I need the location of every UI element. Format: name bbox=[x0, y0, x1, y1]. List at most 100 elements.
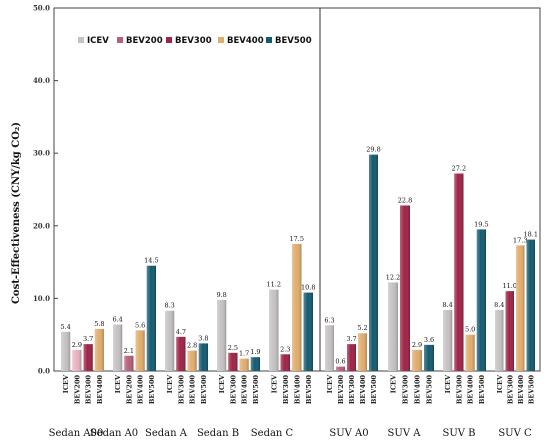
bar-shade bbox=[443, 310, 453, 371]
legend-label: ICEV bbox=[87, 36, 109, 46]
data-label: 5.4 bbox=[60, 323, 70, 331]
bar-shade bbox=[476, 229, 486, 371]
data-label: 3.8 bbox=[198, 334, 208, 342]
bar-group: 8.4 ICEV 27.2 BEV300 5.0 BEV400 19.5 BEV500 bbox=[442, 165, 488, 405]
data-label: 6.3 bbox=[324, 316, 334, 324]
data-label: 3.7 bbox=[83, 335, 93, 343]
bar-group: 6.4 ICEV 2.1 BEV200 5.6 BEV400 14.5 BEV500 bbox=[112, 257, 158, 404]
y-tick-label: 10.0 bbox=[33, 294, 50, 303]
legend-label: BEV200 bbox=[126, 36, 163, 46]
bar-shade bbox=[280, 354, 290, 371]
x-series-label: BEV300 bbox=[455, 375, 463, 405]
data-label: 3.6 bbox=[424, 336, 434, 344]
bar-shade bbox=[187, 350, 197, 371]
data-label: 2.3 bbox=[280, 345, 290, 353]
bar-group: 8.3 ICEV 4.7 BEV300 2.8 BEV400 3.8 BEV500 bbox=[164, 302, 208, 404]
bar-shade bbox=[228, 352, 238, 371]
data-label: 10.8 bbox=[301, 284, 315, 292]
data-label: 27.2 bbox=[452, 165, 466, 173]
x-series-label: ICEV bbox=[166, 374, 174, 393]
bar-group: 12.2 ICEV 22.8 BEV300 2.9 BEV400 3.6 BEV500 bbox=[386, 196, 434, 404]
data-label: 2.5 bbox=[228, 344, 238, 352]
bar-shade bbox=[61, 331, 71, 371]
bar-shade bbox=[94, 328, 104, 371]
data-label: 8.4 bbox=[442, 301, 452, 309]
legend-swatch bbox=[78, 37, 84, 43]
legend-item: BEV400 bbox=[218, 36, 264, 46]
x-series-label: BEV300 bbox=[402, 375, 410, 405]
x-category-label: Sedan B bbox=[197, 428, 239, 439]
plot-axes: 0.0 10.0 20.0 30.0 40.0 50.0 bbox=[33, 4, 541, 376]
x-series-label: BEV400 bbox=[189, 375, 197, 405]
x-series-label: BEV500 bbox=[426, 375, 434, 405]
legend-label: BEV500 bbox=[275, 36, 312, 46]
bar-shade bbox=[250, 357, 260, 371]
y-axis-label: Cost-Effectiveness (CNY/kg CO₂) bbox=[11, 122, 22, 304]
x-series-label: BEV200 bbox=[73, 375, 81, 405]
x-series-label: BEV300 bbox=[348, 375, 356, 405]
x-series-label: BEV500 bbox=[200, 375, 208, 405]
x-series-label: BEV300 bbox=[177, 375, 185, 405]
x-series-label: BEV300 bbox=[85, 375, 93, 405]
x-series-label: BEV400 bbox=[96, 375, 104, 405]
legend-swatch bbox=[266, 37, 272, 43]
x-category-label: Sedan A00 bbox=[49, 428, 104, 439]
x-series-label: BEV500 bbox=[252, 375, 260, 405]
x-category-label: Sedan A bbox=[145, 428, 188, 439]
data-label: 1.9 bbox=[250, 348, 260, 356]
legend-swatch bbox=[218, 37, 224, 43]
x-category-label: SUV A0 bbox=[329, 428, 368, 439]
data-label: 4.7 bbox=[176, 328, 186, 336]
data-label: 5.2 bbox=[357, 324, 367, 332]
x-series-label: BEV200 bbox=[125, 375, 133, 405]
data-label: 18.1 bbox=[524, 231, 538, 239]
bar-shade bbox=[72, 349, 82, 371]
x-series-label: BEV500 bbox=[148, 375, 156, 405]
bar-shade bbox=[412, 349, 422, 371]
legend-item: BEV300 bbox=[166, 36, 212, 46]
bar-group: 9.8 ICEV 2.5 BEV300 1.7 BEV400 1.9 BEV500 bbox=[216, 291, 260, 404]
y-tick-label: 0.0 bbox=[38, 367, 50, 376]
legend-label: BEV400 bbox=[227, 36, 264, 46]
y-tick-label: 30.0 bbox=[33, 149, 50, 158]
y-tick-label: 20.0 bbox=[33, 221, 50, 230]
y-tick-label: 50.0 bbox=[33, 4, 50, 13]
bar-shade bbox=[505, 291, 514, 371]
x-series-label: BEV400 bbox=[467, 375, 475, 405]
x-series-label: BEV400 bbox=[359, 375, 367, 405]
x-series-label: BEV300 bbox=[282, 375, 290, 405]
x-series-label: BEV500 bbox=[478, 375, 486, 405]
y-tick-label: 40.0 bbox=[33, 76, 50, 85]
x-series-label: BEV500 bbox=[305, 375, 313, 405]
data-label: 2.9 bbox=[72, 341, 82, 349]
data-label: 19.5 bbox=[474, 220, 488, 228]
data-label: 6.4 bbox=[112, 316, 122, 324]
data-label: 3.7 bbox=[346, 335, 356, 343]
x-series-label: ICEV bbox=[326, 374, 334, 393]
bar-shade bbox=[465, 334, 475, 371]
data-label: 2.9 bbox=[412, 341, 422, 349]
bars-layer: 5.4 ICEV 2.9 BEV200 3.7 BEV300 5.8 BEV400 Sedan … bbox=[49, 146, 538, 439]
bar-group: 11.2 ICEV 2.3 BEV300 17.5 BEV400 10.8 BEV500 bbox=[267, 235, 316, 404]
bar-shade bbox=[269, 289, 279, 371]
data-label: 2.8 bbox=[187, 342, 197, 350]
legend-item: BEV500 bbox=[266, 36, 312, 46]
x-series-label: BEV400 bbox=[137, 375, 145, 405]
data-label: 17.3 bbox=[513, 236, 527, 244]
bar-shade bbox=[347, 344, 356, 371]
bar-shade bbox=[83, 344, 93, 371]
bar-shade bbox=[292, 243, 302, 371]
x-series-label: ICEV bbox=[114, 374, 122, 393]
data-label: 8.4 bbox=[494, 301, 504, 309]
x-category-label: SUV C bbox=[498, 428, 532, 439]
bar-shade bbox=[424, 344, 434, 371]
bar-shade bbox=[176, 336, 186, 371]
data-label: 5.8 bbox=[94, 320, 104, 328]
data-label: 12.2 bbox=[386, 273, 400, 281]
data-label: 1.7 bbox=[239, 350, 249, 358]
x-series-label: BEV400 bbox=[293, 375, 301, 405]
bar-shade bbox=[198, 343, 208, 371]
legend-item: BEV200 bbox=[117, 36, 163, 46]
x-series-label: BEV400 bbox=[517, 375, 525, 405]
